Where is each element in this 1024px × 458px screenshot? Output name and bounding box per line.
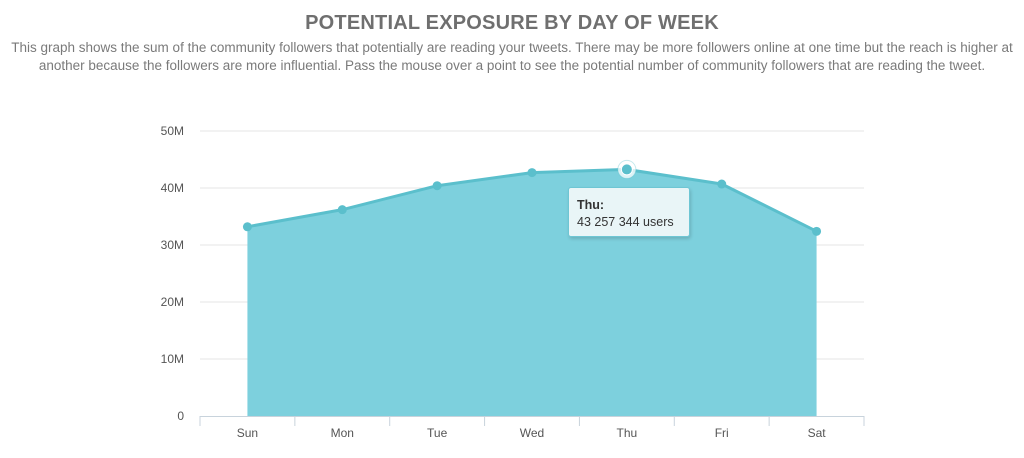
x-tick-label: Thu	[617, 426, 638, 440]
x-tick-label: Sun	[237, 426, 258, 440]
x-tick-label: Wed	[520, 426, 544, 440]
chart-description: This graph shows the sum of the communit…	[11, 40, 1013, 73]
data-point	[812, 226, 822, 236]
x-tick-label: Sat	[808, 426, 827, 440]
data-point	[717, 179, 727, 189]
y-tick-label: 30M	[161, 238, 184, 252]
y-tick-label: 40M	[161, 181, 184, 195]
chart-header: POTENTIAL EXPOSURE BY DAY OF WEEK This g…	[0, 0, 1024, 75]
data-point-highlighted	[620, 163, 633, 176]
tooltip-day: Thu:	[577, 198, 605, 212]
chart-title: POTENTIAL EXPOSURE BY DAY OF WEEK	[305, 12, 719, 34]
data-point	[242, 222, 252, 232]
y-tick-label: 10M	[161, 352, 184, 366]
y-tick-label: 0	[177, 409, 184, 423]
data-point	[432, 181, 442, 191]
point-tooltip: Thu: 43 257 344 users	[568, 187, 690, 237]
x-tick-label: Fri	[715, 426, 729, 440]
data-point	[527, 168, 537, 178]
y-tick-label: 20M	[161, 295, 184, 309]
y-tick-label: 50M	[161, 124, 184, 138]
data-point	[337, 205, 347, 215]
x-tick-label: Mon	[331, 426, 354, 440]
x-tick-label: Tue	[427, 426, 448, 440]
area-fill	[247, 169, 817, 416]
tooltip-value: 43 257 344 users	[577, 215, 674, 229]
